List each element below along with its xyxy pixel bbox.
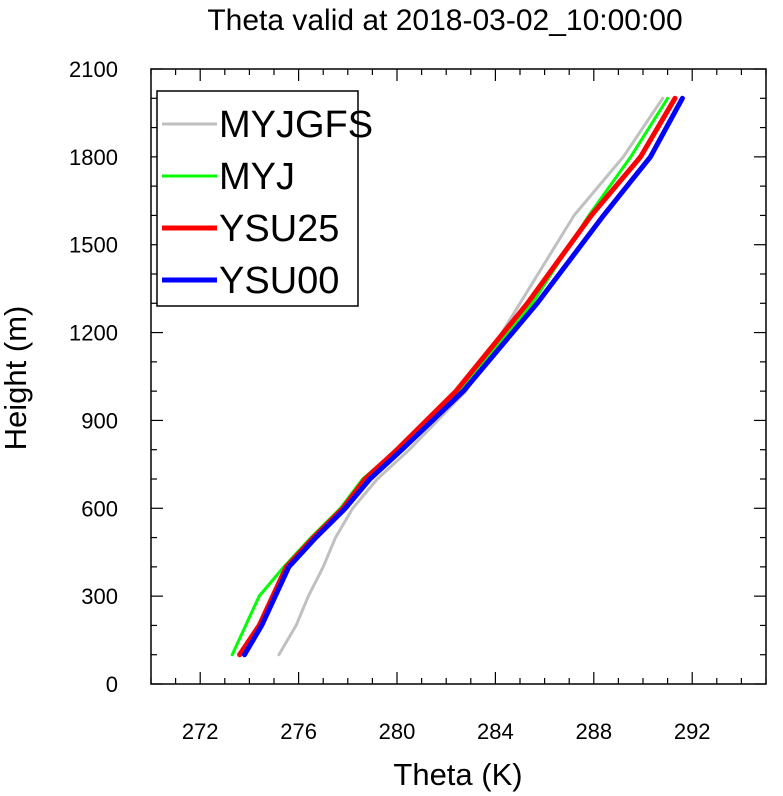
x-tick-label: 276	[280, 719, 317, 744]
y-tick-label: 1200	[69, 321, 118, 346]
x-tick-label: 284	[477, 719, 514, 744]
y-tick-label: 300	[81, 584, 118, 609]
y-axis-label: Height (m)	[0, 306, 33, 451]
series-line-myjgfs	[277, 96, 665, 657]
legend-label-ysu25: YSU25	[219, 208, 339, 250]
x-tick-label: 288	[575, 719, 612, 744]
chart-title: Theta valid at 2018-03-02_10:00:00	[207, 4, 682, 37]
tick-labels: 272 276 280 284 288 292 0 300 600 900 1200 1500 1800…	[69, 57, 711, 744]
plot-frame	[150, 68, 767, 685]
y-tick-label: 0	[106, 672, 118, 697]
y-tick-label: 1500	[69, 233, 118, 258]
y-tick-label: 900	[81, 408, 118, 433]
legend-box	[156, 90, 359, 307]
x-tick-label: 292	[674, 719, 711, 744]
x-tick-label: 280	[379, 719, 416, 744]
series-line-ysu00	[242, 95, 685, 658]
legend-label-myj: MYJ	[219, 156, 295, 198]
y-tick-label: 2100	[69, 57, 118, 82]
series-layer	[230, 95, 685, 658]
legend: MYJGFS MYJ YSU25 YSU00	[156, 90, 373, 307]
y-tick-label: 600	[81, 496, 118, 521]
legend-label-ysu00: YSU00	[219, 260, 339, 302]
y-tick-label: 1800	[69, 145, 118, 170]
legend-label-myjgfs: MYJGFS	[219, 104, 373, 146]
x-axis-label: Theta (K)	[393, 757, 522, 792]
x-tick-label: 272	[182, 719, 219, 744]
